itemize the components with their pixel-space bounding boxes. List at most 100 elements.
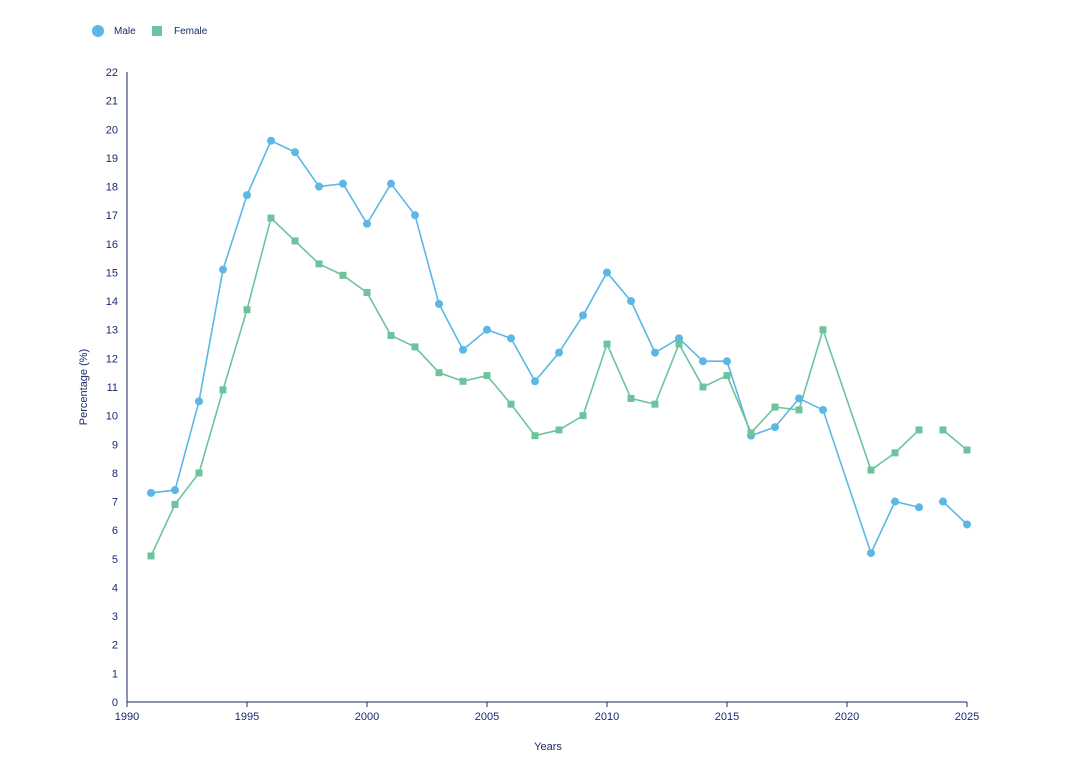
data-point-male[interactable] bbox=[651, 348, 659, 357]
data-point-female[interactable] bbox=[339, 271, 347, 279]
data-point-male[interactable] bbox=[771, 423, 779, 432]
legend-label-female: Female bbox=[174, 26, 208, 37]
y-tick-label: 13 bbox=[106, 325, 118, 337]
legend-marker-female bbox=[152, 26, 162, 36]
y-tick-label: 21 bbox=[106, 96, 118, 108]
axes: 0123456789101112131415161718192021221990… bbox=[106, 67, 979, 723]
y-tick-label: 5 bbox=[112, 554, 118, 566]
data-point-female[interactable] bbox=[411, 343, 419, 351]
data-point-male[interactable] bbox=[483, 325, 491, 334]
data-point-male[interactable] bbox=[435, 299, 443, 308]
y-tick-label: 20 bbox=[106, 124, 118, 136]
data-point-male[interactable] bbox=[531, 377, 539, 386]
data-point-male[interactable] bbox=[507, 334, 515, 343]
data-point-female[interactable] bbox=[579, 412, 587, 420]
data-point-male[interactable] bbox=[627, 297, 635, 306]
data-point-male[interactable] bbox=[171, 486, 179, 495]
y-tick-label: 10 bbox=[106, 411, 118, 423]
data-point-male[interactable] bbox=[819, 405, 827, 414]
series-line-female bbox=[150, 216, 920, 557]
data-point-male[interactable] bbox=[555, 348, 563, 357]
data-point-male[interactable] bbox=[411, 211, 419, 220]
data-point-male[interactable] bbox=[963, 520, 971, 529]
data-point-male[interactable] bbox=[219, 265, 227, 274]
data-point-female[interactable] bbox=[603, 340, 611, 348]
x-tick-label: 2015 bbox=[715, 711, 739, 723]
data-point-male[interactable] bbox=[459, 345, 467, 354]
y-tick-label: 11 bbox=[107, 382, 118, 394]
data-point-male[interactable] bbox=[387, 179, 395, 188]
data-point-female[interactable] bbox=[195, 469, 203, 477]
data-point-female[interactable] bbox=[699, 383, 707, 391]
x-axis-title: Years bbox=[534, 741, 562, 753]
data-point-female[interactable] bbox=[363, 289, 371, 296]
data-point-female[interactable] bbox=[315, 260, 323, 268]
data-point-female[interactable] bbox=[435, 369, 443, 377]
data-point-female[interactable] bbox=[555, 426, 563, 434]
x-tick-label: 1995 bbox=[235, 711, 259, 723]
data-point-male[interactable] bbox=[243, 191, 251, 200]
data-point-male[interactable] bbox=[795, 394, 803, 403]
data-point-female[interactable] bbox=[171, 500, 179, 508]
x-tick-label: 1990 bbox=[115, 711, 139, 723]
y-axis-title: Percentage (%) bbox=[78, 349, 90, 425]
data-point-male[interactable] bbox=[867, 549, 875, 558]
data-point-female[interactable] bbox=[867, 466, 875, 474]
data-point-female[interactable] bbox=[531, 432, 539, 440]
data-point-female[interactable] bbox=[771, 403, 779, 411]
y-tick-label: 17 bbox=[106, 210, 118, 222]
y-tick-label: 1 bbox=[112, 668, 118, 680]
data-point-female[interactable] bbox=[483, 372, 491, 380]
y-tick-label: 14 bbox=[106, 296, 118, 308]
data-point-female[interactable] bbox=[651, 400, 659, 408]
data-point-female[interactable] bbox=[627, 394, 635, 402]
x-tick-label: 2020 bbox=[835, 711, 859, 723]
data-point-male[interactable] bbox=[939, 497, 947, 506]
data-point-female[interactable] bbox=[219, 386, 227, 394]
x-tick-label: 2000 bbox=[355, 711, 379, 723]
data-point-female[interactable] bbox=[387, 331, 395, 339]
data-point-male[interactable] bbox=[315, 182, 323, 191]
data-point-female[interactable] bbox=[267, 214, 275, 222]
y-tick-label: 16 bbox=[106, 239, 118, 251]
series-line-male bbox=[942, 500, 968, 526]
data-point-male[interactable] bbox=[339, 179, 347, 188]
data-point-male[interactable] bbox=[147, 488, 155, 497]
legend-marker-male bbox=[92, 25, 104, 37]
data-point-female[interactable] bbox=[243, 306, 251, 314]
data-point-male[interactable] bbox=[699, 357, 707, 366]
y-tick-label: 9 bbox=[112, 439, 118, 451]
series-line-male bbox=[150, 139, 920, 556]
data-point-female[interactable] bbox=[939, 426, 947, 434]
y-tick-label: 6 bbox=[112, 525, 118, 537]
data-point-female[interactable] bbox=[891, 449, 899, 457]
data-point-male[interactable] bbox=[363, 219, 371, 228]
y-tick-label: 22 bbox=[106, 67, 118, 79]
data-point-male[interactable] bbox=[723, 357, 731, 366]
data-point-female[interactable] bbox=[795, 406, 803, 414]
data-point-male[interactable] bbox=[195, 397, 203, 406]
y-tick-label: 0 bbox=[112, 697, 118, 709]
y-tick-label: 3 bbox=[112, 611, 118, 623]
data-point-male[interactable] bbox=[891, 497, 899, 506]
data-point-female[interactable] bbox=[675, 340, 683, 348]
x-tick-label: 2025 bbox=[955, 711, 979, 723]
data-point-female[interactable] bbox=[507, 400, 515, 408]
data-point-female[interactable] bbox=[963, 446, 971, 454]
y-tick-label: 7 bbox=[112, 497, 118, 509]
data-point-female[interactable] bbox=[459, 377, 467, 385]
data-point-female[interactable] bbox=[147, 552, 155, 560]
data-point-female[interactable] bbox=[819, 326, 827, 334]
data-point-male[interactable] bbox=[267, 136, 275, 145]
data-point-female[interactable] bbox=[291, 237, 299, 245]
data-point-male[interactable] bbox=[915, 503, 923, 512]
data-point-male[interactable] bbox=[675, 334, 683, 343]
data-point-male[interactable] bbox=[603, 268, 611, 277]
data-point-male[interactable] bbox=[291, 148, 299, 157]
data-point-female[interactable] bbox=[915, 426, 923, 434]
data-point-male[interactable] bbox=[579, 311, 587, 320]
data-point-female[interactable] bbox=[723, 372, 731, 380]
data-point-female[interactable] bbox=[747, 429, 755, 437]
